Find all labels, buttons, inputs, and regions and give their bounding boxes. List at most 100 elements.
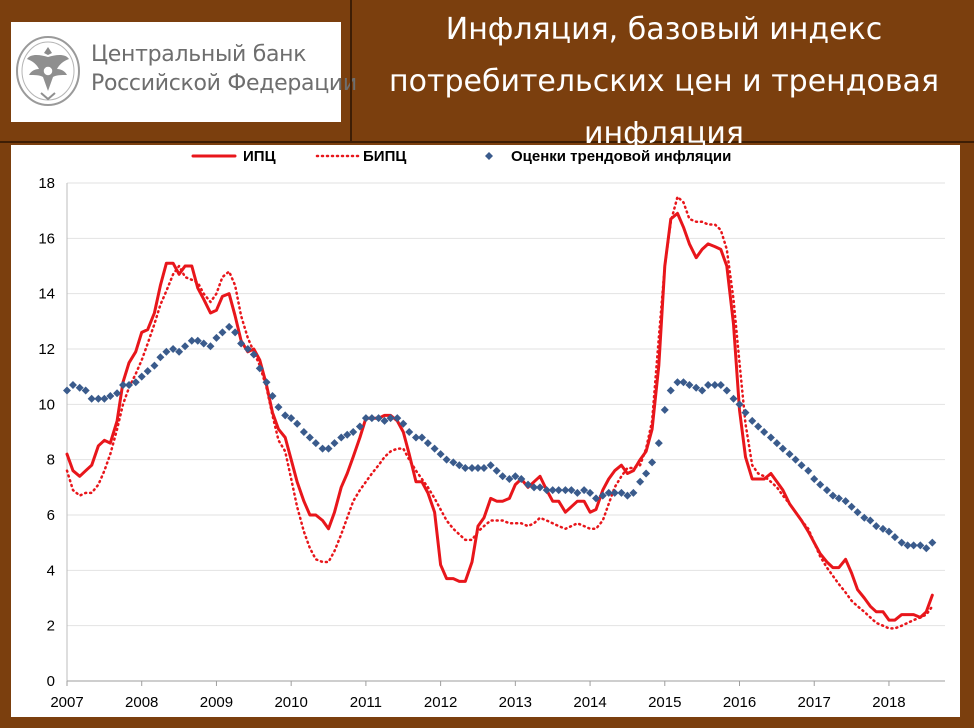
y-tick-label: 14 [38, 286, 55, 303]
legend-item: БИПЦ [315, 148, 406, 165]
trend-point [305, 433, 314, 442]
trend-point [243, 345, 252, 353]
trend-point [199, 339, 208, 348]
trend-point [181, 342, 190, 351]
trend-point [324, 444, 333, 453]
trend-point [698, 386, 707, 395]
legend-label: БИПЦ [363, 148, 406, 165]
trend-point [847, 502, 856, 511]
trend-point [206, 342, 215, 351]
x-tick-label: 2015 [648, 694, 681, 711]
x-tick-label: 2016 [723, 694, 756, 711]
x-tick-label: 2007 [50, 694, 83, 711]
trend-point [473, 463, 482, 472]
trend-point [710, 380, 719, 389]
trend-point [255, 364, 264, 373]
trend-point [262, 378, 271, 387]
trend-point [679, 378, 688, 387]
trend-point [704, 380, 713, 389]
trend-point [598, 491, 607, 500]
trend-point [237, 339, 246, 348]
trend-point [685, 380, 694, 389]
trend-point [143, 367, 152, 376]
trend-point [355, 422, 364, 431]
trend-point [330, 439, 339, 448]
logo-box: Центральный банк Российской Федерации [11, 22, 357, 122]
trend-point [113, 389, 122, 398]
trend-point [137, 372, 146, 381]
y-tick-label: 16 [38, 230, 55, 247]
trend-point [442, 455, 451, 464]
header-divider [350, 0, 352, 143]
trend-point [754, 422, 763, 431]
trend-point [119, 380, 128, 389]
trend-point [530, 483, 539, 492]
trend-point [866, 516, 875, 525]
trend-point [430, 444, 439, 453]
trend-point [542, 486, 551, 495]
trend-point [573, 488, 582, 497]
trend-point [498, 472, 507, 481]
trend-point [461, 463, 470, 472]
trend-point [193, 336, 202, 345]
trend-point [218, 328, 227, 337]
trend-point [436, 450, 445, 459]
trend-point [225, 322, 234, 331]
trend-point [890, 533, 899, 542]
x-tick-label: 2008 [125, 694, 158, 711]
y-tick-label: 0 [47, 673, 55, 690]
grid-lines [67, 182, 945, 627]
trend-point [274, 403, 283, 412]
trend-point [822, 486, 831, 495]
trend-point [468, 463, 477, 472]
trend-markers [63, 322, 937, 553]
trend-point [162, 347, 171, 356]
trend-point [760, 428, 769, 436]
x-tick-label: 2017 [798, 694, 831, 711]
trend-point [922, 544, 931, 553]
trend-point [449, 458, 458, 467]
trend-point [860, 513, 869, 522]
trend-point [293, 419, 302, 428]
legend-label: Оценки трендовой инфляции [511, 148, 731, 165]
trend-point [741, 408, 750, 417]
trend-point [417, 433, 426, 442]
trend-point [567, 486, 576, 495]
trend-point [654, 439, 663, 448]
bank-name: Центральный банк Российской Федерации [91, 40, 357, 98]
y-tick-label: 8 [47, 452, 55, 469]
x-tick-label: 2018 [872, 694, 905, 711]
legend: ИПЦ БИПЦ Оценки трендовой инфляции [191, 148, 731, 165]
trend-point [642, 469, 651, 478]
trend-point [287, 414, 296, 423]
trend-point [610, 488, 619, 497]
x-tick-label: 2010 [274, 694, 307, 711]
legend-item: Оценки трендовой инфляции [485, 148, 731, 165]
trend-point [75, 383, 84, 392]
trend-point [660, 405, 669, 414]
trend-point [548, 486, 557, 495]
trend-point [299, 428, 308, 436]
trend-point [393, 414, 402, 423]
trend-point [716, 380, 725, 389]
trend-point [554, 486, 563, 495]
trend-point [106, 392, 115, 401]
trend-point [150, 361, 159, 370]
x-tick-label: 2009 [200, 694, 233, 711]
trend-point [100, 394, 109, 403]
trend-point [673, 378, 682, 387]
bank-name-line2: Российской Федерации [91, 71, 357, 96]
x-tick-labels: 2007 2008 2009 2010 2011 2012 2013 2014 2015 2016… [50, 681, 906, 711]
y-tick-label: 4 [47, 562, 55, 579]
trend-point [928, 538, 937, 547]
trend-point [791, 455, 800, 464]
trend-point [231, 328, 240, 337]
trend-point [374, 414, 383, 423]
header-bottom-rule [0, 141, 974, 143]
trend-point [380, 416, 389, 425]
trend-point [505, 475, 514, 484]
chart-panel: 0 2 4 6 8 10 12 14 16 18 2007 2008 2009 2010 2011 2012… [11, 145, 960, 717]
trend-point [423, 439, 432, 448]
trend-point [268, 392, 277, 401]
trend-point [212, 333, 221, 342]
